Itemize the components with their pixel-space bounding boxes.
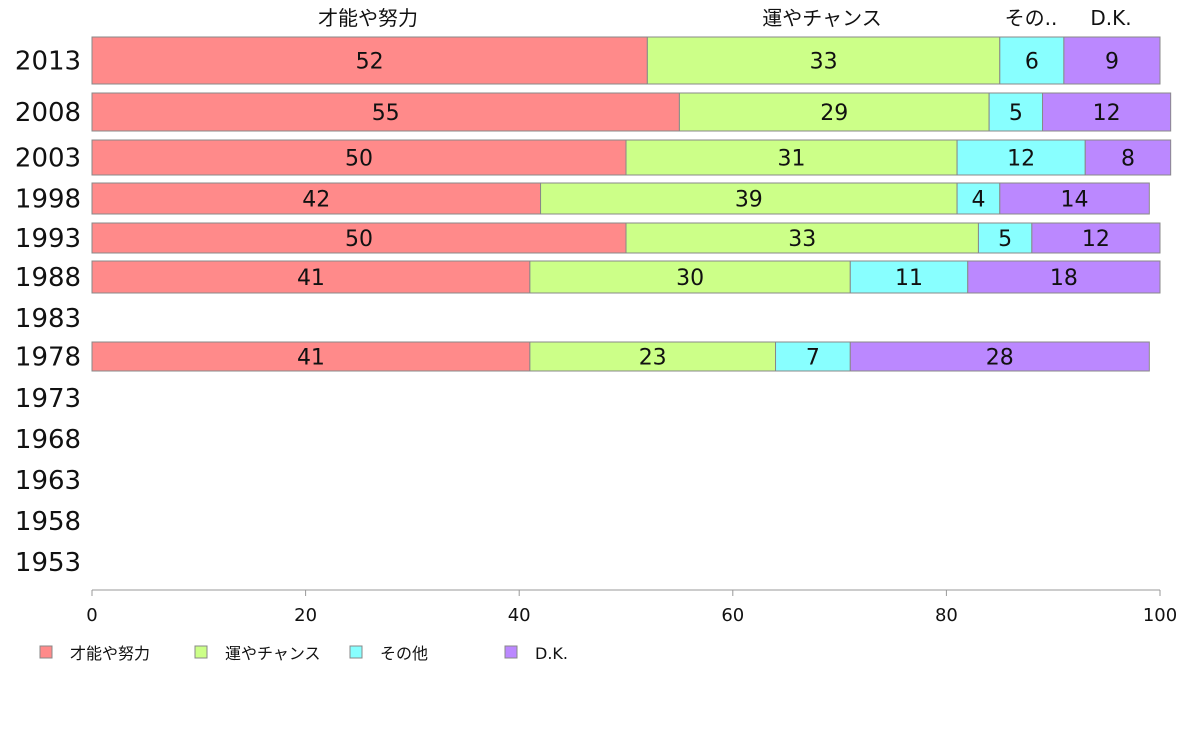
bar-segment: [967, 260, 1161, 294]
bar-segment: [529, 260, 851, 294]
data-label: 33: [810, 50, 838, 75]
bar-segment: [999, 36, 1065, 85]
bar-segment: [91, 139, 627, 176]
bar-segment: [849, 260, 969, 294]
bar-segment: [678, 92, 990, 132]
bar-segment: [977, 222, 1033, 254]
data-label: 33: [788, 227, 816, 252]
category-label: 1978: [15, 343, 81, 373]
category-label: 1983: [15, 304, 81, 334]
data-label: 7: [806, 346, 820, 371]
data-label: 31: [778, 147, 806, 172]
category-label: 2013: [15, 47, 81, 77]
category-label: 2003: [15, 144, 81, 174]
bar-segment: [91, 341, 531, 372]
data-label: 12: [1093, 101, 1121, 126]
bar-segment: [775, 341, 851, 372]
bar-segment: [91, 92, 680, 132]
data-label: 23: [639, 346, 667, 371]
data-label: 55: [372, 101, 400, 126]
x-tick-label: 20: [294, 605, 317, 626]
x-tick-label: 100: [1143, 605, 1177, 626]
x-tick-label: 40: [508, 605, 531, 626]
category-label: 1973: [15, 384, 81, 414]
data-label: 5: [1009, 101, 1023, 126]
bar-segment: [91, 36, 648, 85]
category-label: 1968: [15, 425, 81, 455]
data-label: 14: [1061, 188, 1089, 213]
data-label: 8: [1121, 147, 1135, 172]
data-label: 12: [1082, 227, 1110, 252]
x-tick-label: 80: [935, 605, 958, 626]
category-label: 1998: [15, 185, 81, 215]
data-label: 12: [1007, 147, 1035, 172]
bar-segment: [625, 222, 979, 254]
top-series-label: 才能や努力: [318, 6, 418, 30]
top-series-label: その..: [1005, 6, 1058, 30]
data-label: 29: [820, 101, 848, 126]
bar-segment: [91, 222, 627, 254]
x-tick-label: 60: [721, 605, 744, 626]
data-label: 6: [1025, 50, 1039, 75]
data-label: 41: [297, 346, 325, 371]
legend-swatch: [504, 645, 518, 659]
legend-swatch: [39, 645, 53, 659]
legend-swatch: [349, 645, 363, 659]
x-tick-label: 0: [86, 605, 97, 626]
category-label: 1993: [15, 224, 81, 254]
bar-segment: [999, 182, 1150, 215]
data-label: 41: [297, 266, 325, 291]
data-label: 39: [735, 188, 763, 213]
category-label: 1988: [15, 263, 81, 293]
legend-label: その他: [380, 644, 428, 663]
legend-swatch: [194, 645, 208, 659]
bar-segment: [646, 36, 1001, 85]
bar-segment: [540, 182, 958, 215]
data-label: 30: [676, 266, 704, 291]
data-label: 52: [356, 50, 384, 75]
bar-segment: [625, 139, 958, 176]
data-label: 5: [998, 227, 1012, 252]
data-label: 50: [345, 147, 373, 172]
category-label: 2008: [15, 98, 81, 128]
legend-label: 運やチャンス: [225, 644, 321, 663]
data-label: 50: [345, 227, 373, 252]
bar-segment: [1031, 222, 1161, 254]
data-label: 18: [1050, 266, 1078, 291]
top-series-label: 運やチャンス: [762, 6, 881, 30]
category-label: 1953: [15, 548, 81, 578]
legend-label: D.K.: [535, 644, 568, 663]
data-label: 11: [895, 266, 923, 291]
bar-segment: [91, 182, 542, 215]
data-label: 42: [302, 188, 330, 213]
top-series-label: D.K.: [1090, 6, 1131, 30]
bar-segment: [91, 260, 531, 294]
data-label: 4: [971, 188, 985, 213]
legend-label: 才能や努力: [70, 644, 150, 663]
category-label: 1958: [15, 507, 81, 537]
bar-segment: [1084, 139, 1172, 176]
bar-segment: [988, 92, 1044, 132]
bar-segment: [1063, 36, 1161, 85]
category-label: 1963: [15, 466, 81, 496]
data-label: 28: [986, 346, 1014, 371]
data-label: 9: [1105, 50, 1119, 75]
bar-segment: [1042, 92, 1172, 132]
bar-segment: [849, 341, 1150, 372]
